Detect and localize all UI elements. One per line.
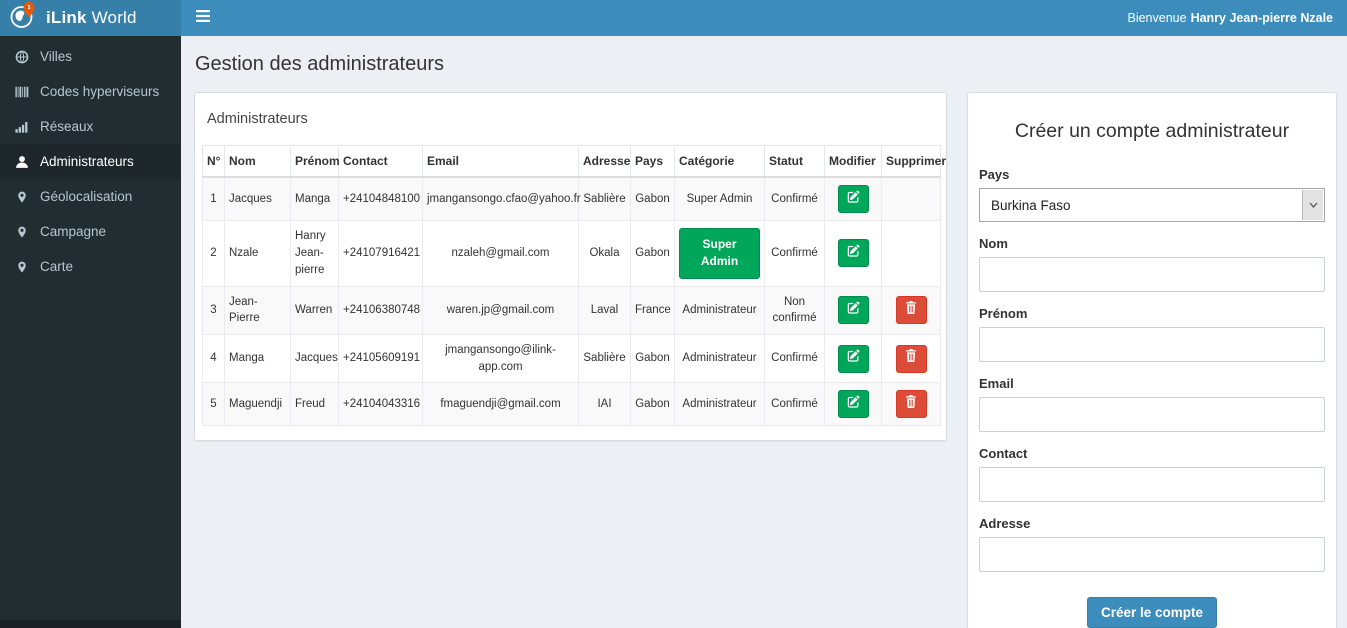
- col-header-pays: Pays: [630, 145, 675, 178]
- edit-button[interactable]: [837, 185, 869, 213]
- chevron-down-icon: [1302, 190, 1323, 220]
- contact-label: Contact: [979, 446, 1028, 461]
- delete-button[interactable]: [895, 296, 927, 325]
- pencil-square-icon: [847, 395, 860, 414]
- sidebar-footer-strip: [0, 620, 181, 628]
- table-row: 4 Manga Jacques +24105609191 jmangansong…: [202, 334, 941, 384]
- sidebar-item-codes-hyperviseurs[interactable]: Codes hyperviseurs: [0, 74, 181, 109]
- delete-button[interactable]: [895, 390, 927, 419]
- sidebar-item-carte[interactable]: Carte: [0, 249, 181, 284]
- sidebar-item-label: Administrateurs: [40, 154, 134, 169]
- create-account-button[interactable]: Créer le compte: [1086, 597, 1218, 628]
- edit-button[interactable]: [837, 239, 869, 268]
- hamburger-icon: [196, 9, 210, 27]
- pays-select[interactable]: Burkina Faso: [979, 188, 1325, 222]
- adresse-label: Adresse: [979, 516, 1031, 531]
- pays-label: Pays: [979, 167, 1010, 182]
- sidebar-item-label: Géolocalisation: [40, 189, 133, 204]
- super-admin-badge-button[interactable]: Super Admin: [679, 228, 760, 279]
- col-header-modifier: Modifier: [824, 145, 882, 178]
- edit-button[interactable]: [837, 390, 869, 419]
- sidebar-item-label: Codes hyperviseurs: [40, 84, 160, 99]
- signal-icon: [14, 120, 30, 134]
- col-header-categorie: Catégorie: [674, 145, 765, 178]
- welcome-user-label: Bienvenue Hanry Jean-pierre Nzale: [1127, 11, 1333, 25]
- user-icon: [14, 155, 30, 169]
- sidebar-item-label: Réseaux: [40, 119, 94, 134]
- prenom-label: Prénom: [979, 306, 1028, 321]
- col-header-email: Email: [422, 145, 579, 178]
- delete-button[interactable]: [895, 344, 927, 373]
- pencil-square-icon: [847, 244, 860, 263]
- map-marker-icon: [14, 190, 30, 204]
- map-marker-icon: [14, 260, 30, 274]
- col-header-prenom: Prénom: [290, 145, 340, 178]
- panel-title: Administrateurs: [207, 111, 308, 127]
- sidebar-nav: Villes Codes hyperviseurs: [0, 36, 181, 628]
- prenom-field[interactable]: [979, 327, 1325, 362]
- nom-label: Nom: [979, 236, 1008, 251]
- pays-selected-value: Burkina Faso: [991, 197, 1071, 213]
- sidebar-item-geolocalisation[interactable]: Géolocalisation: [0, 179, 181, 214]
- col-header-nom: Nom: [224, 145, 291, 178]
- barcode-icon: [14, 85, 30, 99]
- col-header-supprimer: Supprimer: [881, 145, 946, 178]
- table-row: 1 Jacques Manga +24104848100 jmangansong…: [202, 176, 941, 221]
- trash-icon: [905, 301, 917, 320]
- col-header-num: N°: [202, 145, 225, 178]
- trash-icon: [905, 349, 917, 368]
- sidebar-item-villes[interactable]: Villes: [0, 39, 181, 74]
- col-header-contact: Contact: [338, 145, 423, 178]
- table-row: 3 Jean-Pierre Warren +24106380748 waren.…: [202, 285, 941, 336]
- top-navbar: $ iLink World Bienvenue Hanry Jean-pierre…: [0, 0, 1347, 36]
- globe-icon: [14, 50, 30, 64]
- main-content: Gestion des administrateurs Administrate…: [181, 36, 1347, 628]
- col-header-adresse: Adresse: [578, 145, 631, 178]
- brand-title: iLink World: [46, 8, 137, 27]
- table-header-row: N° Nom Prénom Contact Email Adresse Pays…: [202, 145, 946, 178]
- svg-text:$: $: [27, 5, 30, 11]
- sidebar-item-label: Carte: [40, 259, 74, 274]
- nom-field[interactable]: [979, 257, 1325, 292]
- sidebar-toggle-button[interactable]: [181, 0, 225, 36]
- trash-icon: [905, 395, 917, 414]
- page-title: Gestion des administrateurs: [195, 53, 445, 75]
- sidebar-item-campagne[interactable]: Campagne: [0, 214, 181, 249]
- pencil-square-icon: [847, 190, 860, 209]
- pencil-square-icon: [847, 301, 860, 320]
- sidebar-item-label: Villes: [40, 49, 73, 64]
- sidebar-item-label: Campagne: [40, 224, 107, 239]
- edit-button[interactable]: [837, 296, 869, 325]
- pencil-square-icon: [847, 349, 860, 368]
- map-marker-icon: [14, 225, 30, 239]
- contact-field[interactable]: [979, 467, 1325, 502]
- brand-logo-area[interactable]: $ iLink World: [0, 0, 181, 36]
- email-field[interactable]: [979, 397, 1325, 432]
- adresse-field[interactable]: [979, 537, 1325, 572]
- ilink-world-logo-icon: $: [9, 1, 37, 36]
- administrators-table: N° Nom Prénom Contact Email Adresse Pays…: [202, 145, 946, 427]
- edit-button[interactable]: [837, 344, 869, 373]
- table-row: 5 Maguendji Freud +24104043316 fmaguendj…: [202, 382, 941, 427]
- create-admin-panel: Créer un compte administrateur Pays Burk…: [967, 92, 1337, 628]
- form-title: Créer un compte administrateur: [1014, 120, 1290, 142]
- sidebar-item-administrateurs[interactable]: Administrateurs: [0, 144, 181, 179]
- administrators-panel: Administrateurs N° Nom Prénom Contact: [194, 92, 947, 442]
- email-label: Email: [979, 376, 1014, 391]
- sidebar-item-reseaux[interactable]: Réseaux: [0, 109, 181, 144]
- col-header-statut: Statut: [764, 145, 825, 178]
- table-row: 2 Nzale Hanry Jean-pierre +24107916421 n…: [202, 220, 941, 287]
